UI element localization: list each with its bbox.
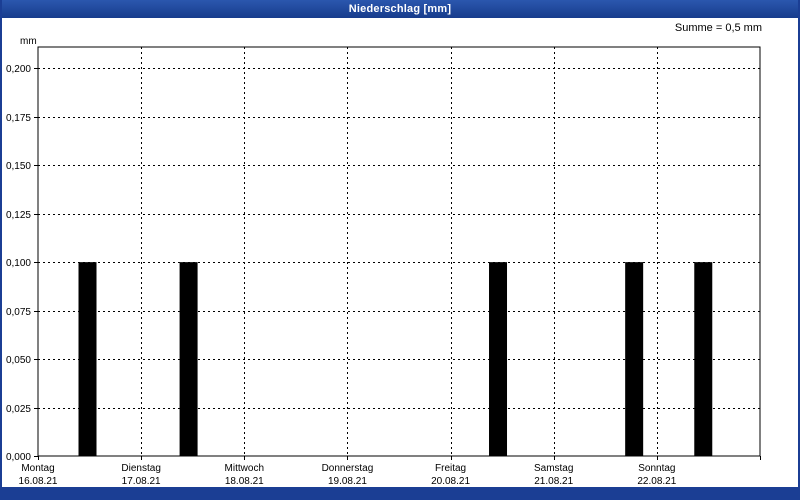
day-date-label: 21.08.21	[534, 476, 573, 487]
y-tick-label: 0,125	[6, 210, 31, 221]
y-tick-label: 0,175	[6, 113, 31, 124]
window-right-frame	[798, 0, 800, 500]
window-titlebar: Niederschlag [mm]	[0, 0, 800, 18]
sum-annotation: Summe = 0,5 mm	[674, 22, 762, 34]
y-tick-label: 0,100	[6, 258, 31, 269]
precipitation-bar-chart: 0,000 0,025 0,050 0,075 0,100 0,125 0,150 0,175…	[6, 46, 761, 487]
day-date-label: 16.08.21	[19, 476, 58, 487]
precipitation-bar	[694, 262, 713, 456]
y-tick-label: 0,200	[6, 64, 31, 75]
day-name-label: Mittwoch	[225, 463, 264, 474]
day-name-label: Montag	[21, 463, 54, 474]
precipitation-bar	[625, 262, 644, 456]
y-axis-unit-label: mm	[20, 36, 37, 47]
day-name-label: Samstag	[534, 463, 573, 474]
day-date-label: 17.08.21	[122, 476, 161, 487]
precipitation-bar	[179, 262, 198, 456]
precipitation-bar	[489, 262, 508, 456]
day-name-label: Sonntag	[638, 463, 675, 474]
day-date-label: 19.08.21	[328, 476, 367, 487]
plot-area	[37, 46, 761, 457]
day-name-label: Freitag	[435, 463, 466, 474]
y-tick-label: 0,075	[6, 307, 31, 318]
window-left-frame	[0, 0, 2, 500]
y-tick-label: 0,150	[6, 161, 31, 172]
chart-area: Summe = 0,5 mm mm 0,000 0,025 0,050 0,075 0,…	[0, 18, 800, 487]
day-date-label: 22.08.21	[637, 476, 676, 487]
day-name-label: Donnerstag	[322, 463, 374, 474]
y-tick-label: 0,000	[6, 452, 31, 463]
day-date-label: 20.08.21	[431, 476, 470, 487]
window-bottom-frame	[0, 487, 800, 500]
day-date-label: 18.08.21	[225, 476, 264, 487]
y-tick-label: 0,025	[6, 404, 31, 415]
day-name-label: Dienstag	[121, 463, 160, 474]
y-tick-label: 0,050	[6, 355, 31, 366]
window-title: Niederschlag [mm]	[348, 3, 452, 15]
precipitation-bar	[78, 262, 97, 456]
